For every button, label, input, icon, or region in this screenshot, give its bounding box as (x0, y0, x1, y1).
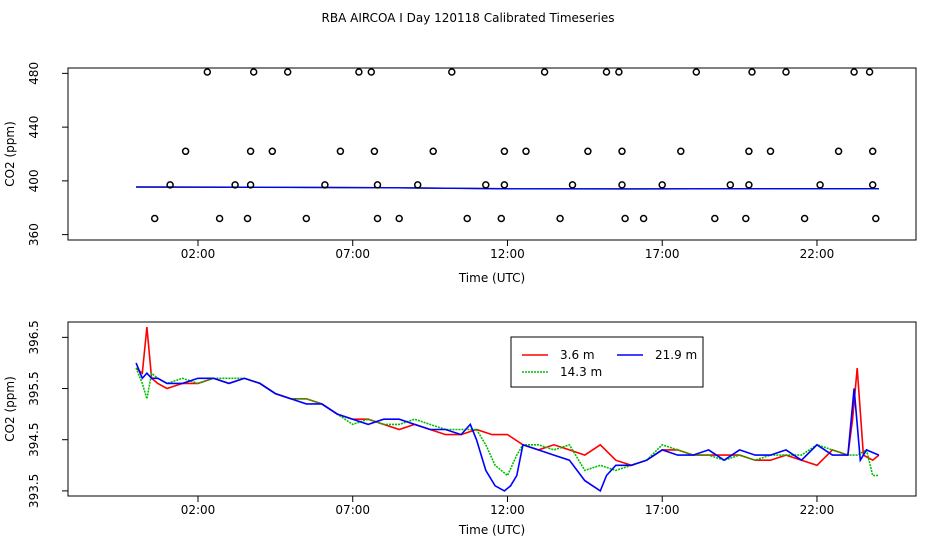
scatter-point (868, 181, 877, 189)
scatter-point (373, 214, 382, 223)
scatter-point (850, 68, 858, 76)
y-tick-label: 394.5 (27, 423, 41, 457)
bottom-panel: 02:00 07:00 12:00 17:00 22:00 393.5 394.5 395.5… (3, 320, 917, 537)
scatter-point (497, 214, 506, 223)
scatter-point (584, 147, 592, 156)
scatter-point (556, 214, 564, 223)
y-axis-label: CO2 (ppm) (3, 121, 17, 187)
y-axis-label: CO2 (ppm) (3, 376, 17, 442)
scatter-point (865, 68, 874, 76)
scatter-point (268, 147, 277, 156)
scatter-point (711, 214, 719, 223)
scatter-point (618, 147, 626, 156)
scatter-point (522, 147, 530, 156)
plot-frame (67, 321, 917, 497)
y-tick-label: 396.5 (27, 320, 41, 354)
x-tick-label: 12:00 (490, 247, 525, 261)
scatter-point (500, 147, 509, 156)
scatter-point (355, 68, 363, 76)
x-tick-label: 17:00 (645, 247, 680, 261)
scatter-point (834, 147, 843, 156)
scatter-point (203, 68, 212, 76)
x-tick-label: 02:00 (181, 247, 216, 261)
scatter-point (745, 181, 753, 189)
scatter-point (413, 181, 422, 189)
scatter-point (367, 68, 376, 76)
scatter-point (448, 68, 456, 76)
scatter-point (742, 214, 750, 223)
scatter-point (246, 147, 255, 156)
x-axis-label: Time (UTC) (458, 523, 525, 537)
scatter-point (816, 181, 824, 189)
y-tick-label: 440 (27, 116, 41, 139)
scatter-point (500, 181, 509, 189)
scatter-point (615, 68, 623, 76)
scatter-point (215, 214, 224, 223)
y-tick-label: 400 (27, 169, 41, 192)
y-tick-label: 393.5 (27, 474, 41, 508)
x-tick-label: 22:00 (800, 503, 835, 517)
scatter-point (726, 181, 735, 189)
scatter-point (868, 147, 877, 156)
legend-box (510, 336, 704, 388)
series-line-3-6-m (135, 327, 880, 467)
scatter-point (150, 214, 159, 223)
scatter-point (283, 68, 292, 76)
scatter-point (370, 147, 379, 156)
x-tick-label: 17:00 (645, 503, 680, 517)
scatter-point (677, 147, 685, 156)
scatter-point (748, 68, 756, 76)
legend: 3.6 m 21.9 m 14.3 m (510, 336, 704, 388)
scatter-point (745, 147, 753, 156)
scatter-point (166, 181, 174, 189)
scatter-point (639, 214, 648, 223)
series-line-21-9-m (136, 186, 879, 190)
scatter-point (540, 68, 549, 76)
y-tick-label: 480 (27, 62, 41, 85)
scatter-point (766, 147, 775, 156)
scatter-point (621, 214, 629, 223)
x-tick-label: 22:00 (800, 247, 835, 261)
legend-label: 21.9 m (655, 348, 697, 362)
scatter-point (602, 68, 611, 76)
scatter-point (395, 214, 403, 223)
y-tick-label: 395.5 (27, 371, 41, 405)
scatter-point (618, 181, 626, 189)
scatter-point (782, 68, 790, 76)
scatter-point (321, 181, 329, 189)
scatter-point (249, 68, 258, 76)
legend-label: 14.3 m (560, 365, 602, 379)
scatter-point (692, 68, 701, 76)
scatter-point (800, 214, 809, 223)
scatter-point (373, 181, 382, 189)
x-tick-label: 07:00 (335, 247, 370, 261)
x-tick-label: 12:00 (490, 503, 525, 517)
chart-title: RBA AIRCOA I Day 120118 Calibrated Times… (322, 11, 615, 25)
scatter-point (429, 147, 437, 156)
scatter-point (246, 181, 255, 189)
scatter-point (243, 214, 252, 223)
top-panel: 02:00 07:00 12:00 17:00 22:00 360 400 440 480 Tim… (3, 62, 917, 285)
scatter-point (231, 181, 239, 189)
scatter-point (872, 214, 880, 223)
y-tick-label: 360 (27, 223, 41, 246)
scatter-point (302, 214, 311, 223)
plot-frame (67, 67, 917, 241)
x-tick-label: 02:00 (181, 503, 216, 517)
scatter-point (181, 147, 190, 156)
x-tick-label: 07:00 (335, 503, 370, 517)
scatter-point (482, 181, 490, 189)
series-line-21-9-m (135, 362, 880, 493)
scatter-point (463, 214, 471, 223)
series-line-14-3-m (135, 367, 879, 477)
x-axis-label: Time (UTC) (458, 271, 525, 285)
scatter-point (568, 181, 577, 189)
scatter-point (658, 181, 666, 189)
legend-label: 3.6 m (560, 348, 595, 362)
scatter-point (336, 147, 345, 156)
